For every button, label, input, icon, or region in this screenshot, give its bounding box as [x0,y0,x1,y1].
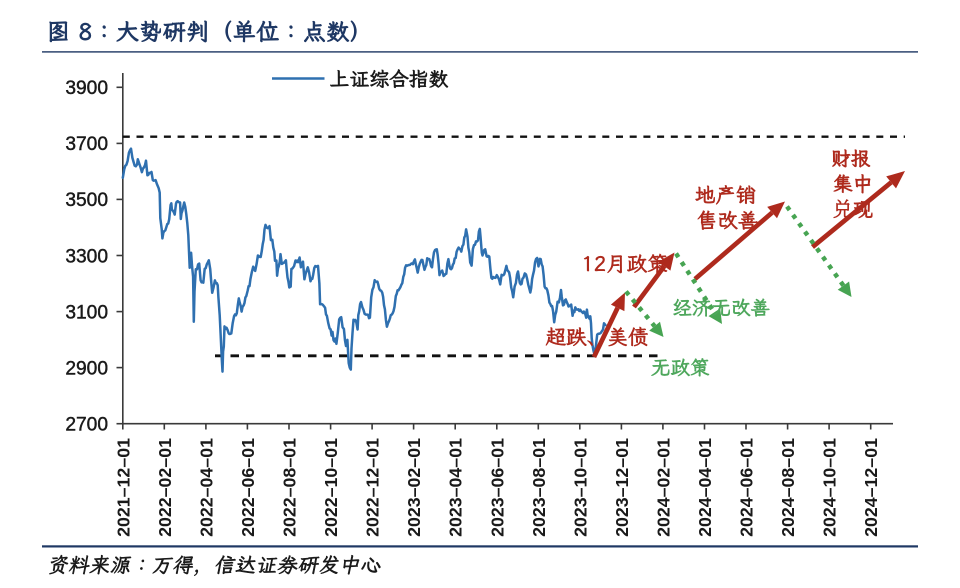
svg-text:2700: 2700 [65,415,108,436]
svg-text:3500: 3500 [65,190,108,211]
svg-text:2023–10–01: 2023–10–01 [570,438,590,537]
svg-text:2022–06–01: 2022–06–01 [238,438,258,537]
svg-text:2024–04–01: 2024–04–01 [695,438,715,537]
svg-text:2024–10–01: 2024–10–01 [820,438,840,537]
svg-text:3700: 3700 [65,134,108,155]
svg-text:2024–06–01: 2024–06–01 [737,438,757,537]
svg-text:2024–08–01: 2024–08–01 [778,438,798,537]
svg-text:2021–12–01: 2021–12–01 [113,438,133,537]
svg-text:2900: 2900 [65,358,108,379]
svg-text:2023–02–01: 2023–02–01 [404,438,424,537]
svg-text:2022–08–01: 2022–08–01 [280,438,300,537]
svg-text:2023–04–01: 2023–04–01 [446,438,466,537]
svg-text:3100: 3100 [65,302,108,323]
svg-text:2023–08–01: 2023–08–01 [529,438,549,537]
svg-text:3300: 3300 [65,246,108,267]
svg-text:2022–10–01: 2022–10–01 [321,438,341,537]
svg-text:2023–06–01: 2023–06–01 [487,438,507,537]
svg-text:3900: 3900 [65,78,108,99]
svg-text:2024–02–01: 2024–02–01 [653,438,673,537]
svg-text:2022–12–01: 2022–12–01 [363,438,383,537]
svg-text:2022–02–01: 2022–02–01 [155,438,175,537]
svg-text:2024–12–01: 2024–12–01 [861,438,881,537]
svg-text:2023–12–01: 2023–12–01 [612,438,632,537]
svg-text:2022–04–01: 2022–04–01 [196,438,216,537]
